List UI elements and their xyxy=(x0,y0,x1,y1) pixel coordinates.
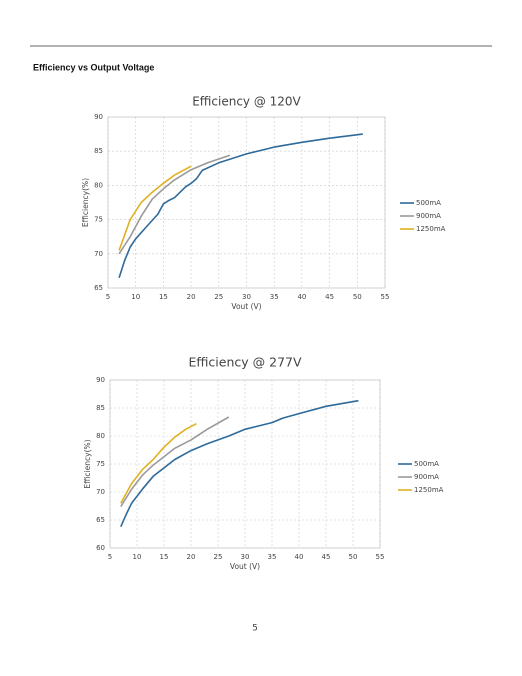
y-tick-label: 80 xyxy=(94,181,103,189)
x-tick-label: 20 xyxy=(187,553,196,561)
chart-title: Efficiency @ 120V xyxy=(192,95,301,109)
y-tick-label: 60 xyxy=(96,544,105,552)
series-line xyxy=(120,416,230,508)
legend-label: 900mA xyxy=(416,212,441,220)
section-title: Efficiency vs Output Voltage xyxy=(33,62,154,72)
x-tick-label: 55 xyxy=(376,553,385,561)
x-tick-label: 15 xyxy=(160,553,169,561)
y-tick-label: 90 xyxy=(96,376,105,384)
legend-label: 900mA xyxy=(414,473,439,481)
y-tick-label: 65 xyxy=(94,284,103,292)
y-tick-label: 70 xyxy=(96,488,105,496)
legend-label: 500mA xyxy=(416,199,441,207)
series-line xyxy=(120,399,359,528)
y-tick-label: 85 xyxy=(96,404,105,412)
x-tick-label: 25 xyxy=(214,293,223,301)
x-tick-label: 25 xyxy=(214,553,223,561)
x-tick-label: 40 xyxy=(295,553,304,561)
x-tick-label: 45 xyxy=(322,553,331,561)
x-tick-label: 10 xyxy=(131,293,140,301)
x-tick-label: 10 xyxy=(133,553,142,561)
y-tick-label: 70 xyxy=(94,250,103,258)
series-line xyxy=(118,133,363,278)
series-line xyxy=(118,165,192,251)
y-tick-label: 75 xyxy=(94,216,103,224)
x-tick-label: 20 xyxy=(187,293,196,301)
x-tick-label: 40 xyxy=(297,293,306,301)
plot-frame xyxy=(107,116,386,289)
plot-frame xyxy=(109,379,381,549)
x-tick-label: 30 xyxy=(241,553,250,561)
y-tick-label: 65 xyxy=(96,516,105,524)
x-axis-label: Vout (V) xyxy=(230,562,260,571)
series-line xyxy=(120,422,197,504)
chart-title: Efficiency @ 277V xyxy=(188,355,302,370)
x-tick-label: 30 xyxy=(242,293,251,301)
y-tick-label: 90 xyxy=(94,113,103,121)
y-tick-label: 85 xyxy=(94,147,103,155)
y-axis-label: Efficiency(%) xyxy=(81,178,90,227)
x-tick-label: 50 xyxy=(349,553,358,561)
y-tick-label: 80 xyxy=(96,432,105,440)
x-tick-label: 5 xyxy=(108,553,112,561)
x-tick-label: 50 xyxy=(353,293,362,301)
legend-label: 1250mA xyxy=(414,486,444,494)
x-tick-label: 55 xyxy=(381,293,390,301)
x-tick-label: 5 xyxy=(106,293,110,301)
page-number: 5 xyxy=(252,624,258,634)
legend-label: 500mA xyxy=(414,460,439,468)
y-axis-label: Efficiency(%) xyxy=(83,439,92,488)
x-tick-label: 45 xyxy=(325,293,334,301)
x-tick-label: 15 xyxy=(159,293,168,301)
y-tick-label: 75 xyxy=(96,460,105,468)
series-line xyxy=(118,154,231,255)
x-axis-label: Vout (V) xyxy=(231,302,261,311)
x-tick-label: 35 xyxy=(268,553,277,561)
legend-label: 1250mA xyxy=(416,225,446,233)
x-tick-label: 35 xyxy=(270,293,279,301)
